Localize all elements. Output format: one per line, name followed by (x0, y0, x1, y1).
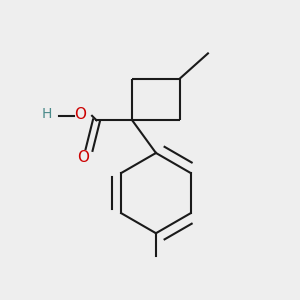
Text: H: H (41, 107, 52, 121)
Text: O: O (74, 107, 86, 122)
Text: O: O (77, 150, 89, 165)
